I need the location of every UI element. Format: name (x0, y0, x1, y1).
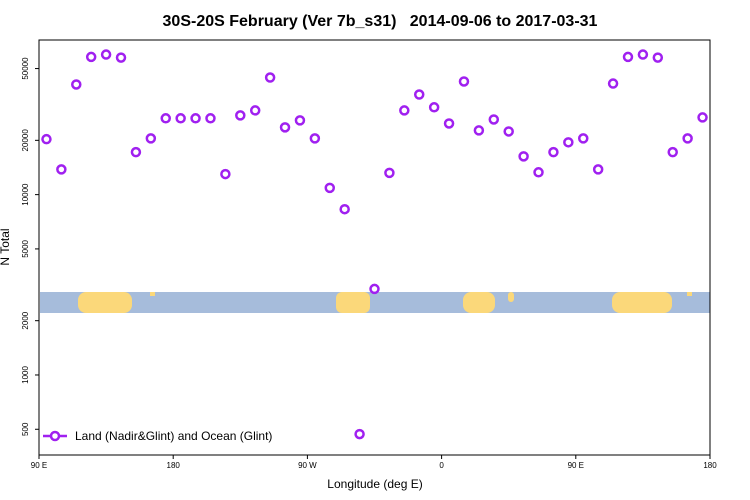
x-axis-label: Longitude (deg E) (327, 477, 422, 491)
data-point (503, 126, 514, 137)
data-point (548, 146, 559, 158)
data-point (592, 164, 604, 175)
data-point (100, 49, 112, 60)
legend-label: Land (Nadir&Glint) and Ocean (Glint) (75, 429, 272, 443)
y-tick-label: 5000 (21, 239, 30, 257)
data-point (413, 89, 425, 100)
data-point (56, 164, 67, 175)
data-point (354, 428, 365, 440)
data-point (279, 122, 291, 133)
data-point (399, 105, 410, 116)
y-tick-label: 2000 (21, 311, 30, 329)
data-point (369, 283, 380, 295)
data-point (85, 51, 97, 63)
y-tick-label: 1000 (21, 366, 30, 384)
data-point (324, 182, 336, 194)
data-point (578, 133, 589, 144)
data-point (533, 167, 544, 178)
data-point (622, 51, 634, 63)
map-strip (40, 292, 710, 313)
data-point (309, 133, 321, 144)
data-point (473, 125, 485, 136)
data-point (607, 78, 619, 89)
data-point (205, 113, 216, 124)
data-point (145, 133, 157, 144)
data-point (190, 113, 201, 124)
legend-marker (49, 430, 61, 442)
data-point (697, 112, 708, 123)
data-point (637, 49, 649, 60)
y-axis-label: N Total (0, 228, 12, 265)
data-point (41, 133, 52, 145)
data-point (220, 168, 231, 180)
y-tick-label: 10000 (21, 183, 30, 206)
x-tick-label: 180 (703, 461, 717, 470)
x-tick-label: 90 E (568, 461, 584, 470)
data-point (264, 72, 276, 83)
data-point (384, 167, 395, 179)
data-point (458, 76, 470, 87)
data-point (249, 105, 261, 116)
data-point (339, 203, 350, 215)
data-point (71, 79, 82, 90)
data-point (682, 133, 693, 144)
data-point (652, 52, 664, 63)
data-point (160, 113, 171, 124)
data-point (235, 110, 246, 121)
plot-frame (38, 39, 711, 456)
data-point (175, 113, 186, 124)
x-tick-label: 180 (167, 461, 181, 470)
data-point (294, 115, 306, 126)
data-point (563, 137, 574, 148)
y-tick-label: 20000 (21, 129, 30, 152)
data-point (130, 146, 142, 158)
chart-title: 30S-20S February (Ver 7b_s31) 2014-09-06… (163, 13, 598, 30)
data-point (518, 151, 529, 162)
data-point (115, 52, 127, 63)
x-tick-label: 90 E (31, 461, 47, 470)
y-tick-label: 500 (21, 422, 30, 436)
data-point (488, 114, 500, 125)
y-tick-label: 50000 (21, 57, 30, 80)
x-tick-label: 0 (439, 461, 444, 470)
data-point (428, 102, 440, 113)
data-point (667, 146, 678, 158)
x-tick-label: 90 W (298, 461, 317, 470)
data-point (443, 118, 455, 129)
